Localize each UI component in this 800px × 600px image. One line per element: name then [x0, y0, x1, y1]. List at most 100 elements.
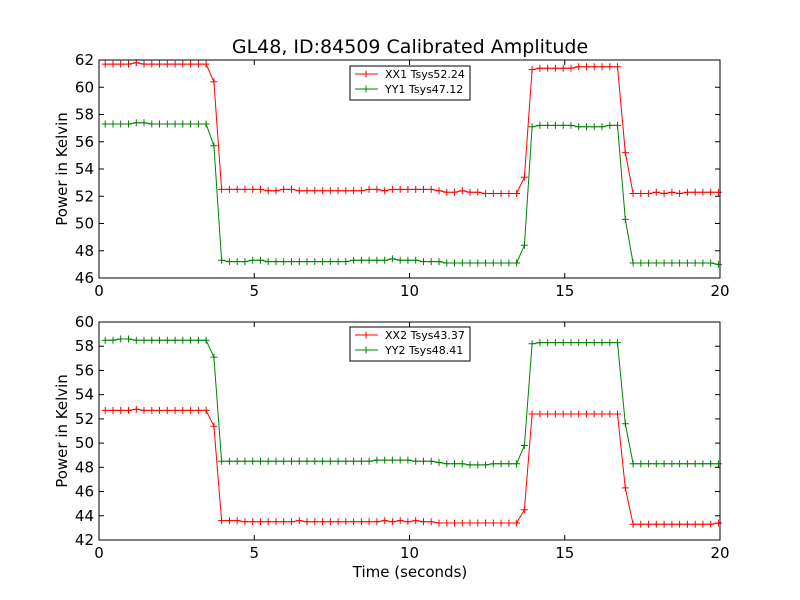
bottom-series-1-point	[606, 339, 614, 347]
top-series-0-point	[652, 188, 660, 196]
top-series-0-point	[365, 185, 373, 193]
bottom-series-1-point	[575, 339, 583, 347]
bottom-y-axis-label: Power in Kelvin	[53, 374, 71, 488]
top-series-1-point	[505, 259, 513, 267]
bottom-series-1-point	[528, 340, 536, 348]
top-series-0-point	[288, 185, 295, 193]
bottom-legend-item-yy2: YY2 Tsys48.41	[355, 344, 463, 357]
bottom-series-0-point	[707, 520, 715, 528]
top-series-1-point	[342, 258, 350, 266]
bottom-series-0-point	[699, 520, 707, 528]
bottom-series-0-point	[388, 518, 396, 526]
bottom-series-0-point	[101, 406, 109, 414]
bottom-series-1-point	[311, 457, 319, 465]
bottom-y-tick-label: 60	[75, 313, 94, 331]
top-series-1-point	[637, 259, 645, 267]
bottom-series-1-point	[381, 456, 389, 464]
bottom-series-0-point	[637, 520, 645, 528]
top-series-0-point	[645, 190, 653, 197]
bottom-series-0-point	[319, 518, 327, 526]
bottom-legend-marker-yy2	[362, 346, 370, 354]
bottom-series-1-point	[233, 457, 241, 465]
top-series-0-point	[233, 185, 241, 193]
bottom-series-1-point	[388, 456, 396, 464]
top-series-1-point	[536, 121, 544, 129]
top-series-0-point	[295, 187, 303, 195]
bottom-legend-label-xx2: XX2 Tsys43.37	[385, 329, 465, 342]
bottom-series-0-point	[505, 519, 513, 527]
top-series-0-point	[489, 190, 497, 197]
top-series-1-point	[303, 258, 311, 266]
top-series-0-point	[497, 190, 505, 197]
top-series-1-point	[559, 121, 567, 129]
top-series-1-point	[319, 258, 327, 266]
top-series-0-point	[458, 187, 466, 195]
bottom-series-0-point	[489, 519, 497, 527]
top-series-1-point	[381, 256, 389, 264]
bottom-series-0-point	[311, 518, 319, 526]
bottom-series-0-point	[350, 518, 358, 526]
bottom-x-tick-label: 5	[249, 544, 259, 562]
top-series-1-point	[194, 120, 202, 128]
top-series-1-point	[396, 256, 404, 264]
top-series-0-point	[528, 66, 536, 73]
bottom-y-tick-label: 58	[75, 337, 94, 355]
bottom-series-0-point	[528, 410, 536, 418]
top-series-1-point	[420, 258, 427, 266]
top-series-0-point	[357, 187, 365, 195]
bottom-series-0-point	[156, 406, 163, 414]
top-y-tick-label: 62	[75, 51, 94, 69]
top-series-1-point	[621, 215, 629, 223]
bottom-series-1-point	[140, 336, 148, 344]
top-series-0-point	[404, 185, 412, 193]
top-series-0-point	[412, 185, 420, 193]
bottom-plot-area	[101, 335, 722, 528]
bottom-series-1-point	[443, 460, 451, 468]
bottom-series-0-point	[140, 406, 148, 414]
top-series-0-point	[225, 185, 233, 193]
top-y-axis: 46 48 50 52 54 56 58 60 62	[75, 51, 720, 287]
top-series-0-point	[668, 188, 676, 196]
bottom-series-0-point	[458, 519, 466, 527]
bottom-series-1-point	[272, 457, 280, 465]
top-series-1-point	[699, 259, 707, 267]
top-series-1-point	[109, 120, 117, 128]
bottom-series-0-point	[233, 517, 241, 525]
top-series-0-point	[660, 190, 668, 197]
top-series-1-point	[218, 256, 226, 264]
bottom-series-1-point	[660, 460, 668, 468]
bottom-y-tick-label: 46	[75, 483, 94, 501]
bottom-series-0-point	[179, 406, 187, 414]
bottom-series-1-point	[676, 460, 684, 468]
top-series-0-point	[179, 60, 187, 68]
bottom-x-axis: 0 5 10 15 20	[94, 322, 730, 562]
bottom-series-1-point	[668, 460, 676, 468]
top-series-0-point	[676, 190, 684, 197]
bottom-series-0-point	[373, 518, 381, 526]
top-series-1-point	[660, 259, 668, 267]
top-series-1-point	[707, 259, 715, 267]
top-series-1-point	[101, 120, 109, 128]
bottom-series-1-point	[225, 457, 233, 465]
bottom-series-0-point	[357, 518, 365, 526]
top-legend-label-yy1: YY1 Tsys47.12	[384, 83, 463, 96]
bottom-series-0-point	[466, 519, 474, 527]
top-series-0-point	[614, 63, 621, 71]
bottom-series-1-point	[171, 336, 179, 344]
top-series-1-point	[691, 259, 699, 267]
top-series-1-point	[140, 119, 148, 127]
bottom-series-1-point	[288, 457, 295, 465]
bottom-series-0-point	[218, 517, 226, 525]
bottom-series-0-point	[676, 520, 684, 528]
bottom-series-1-point	[194, 336, 202, 344]
top-series-0-point	[257, 185, 264, 193]
bottom-series-0-point	[660, 520, 668, 528]
top-legend: XX1 Tsys52.24 YY1 Tsys47.12	[349, 65, 471, 101]
bottom-series-0-point	[334, 518, 342, 526]
bottom-legend-label-yy2: YY2 Tsys48.41	[384, 344, 463, 357]
bottom-series-0-point	[396, 517, 404, 525]
top-legend-item-yy1: YY1 Tsys47.12	[355, 83, 463, 96]
bottom-series-0-point	[272, 518, 280, 526]
bottom-series-0-point	[117, 406, 125, 414]
bottom-series-1-point	[683, 460, 691, 468]
